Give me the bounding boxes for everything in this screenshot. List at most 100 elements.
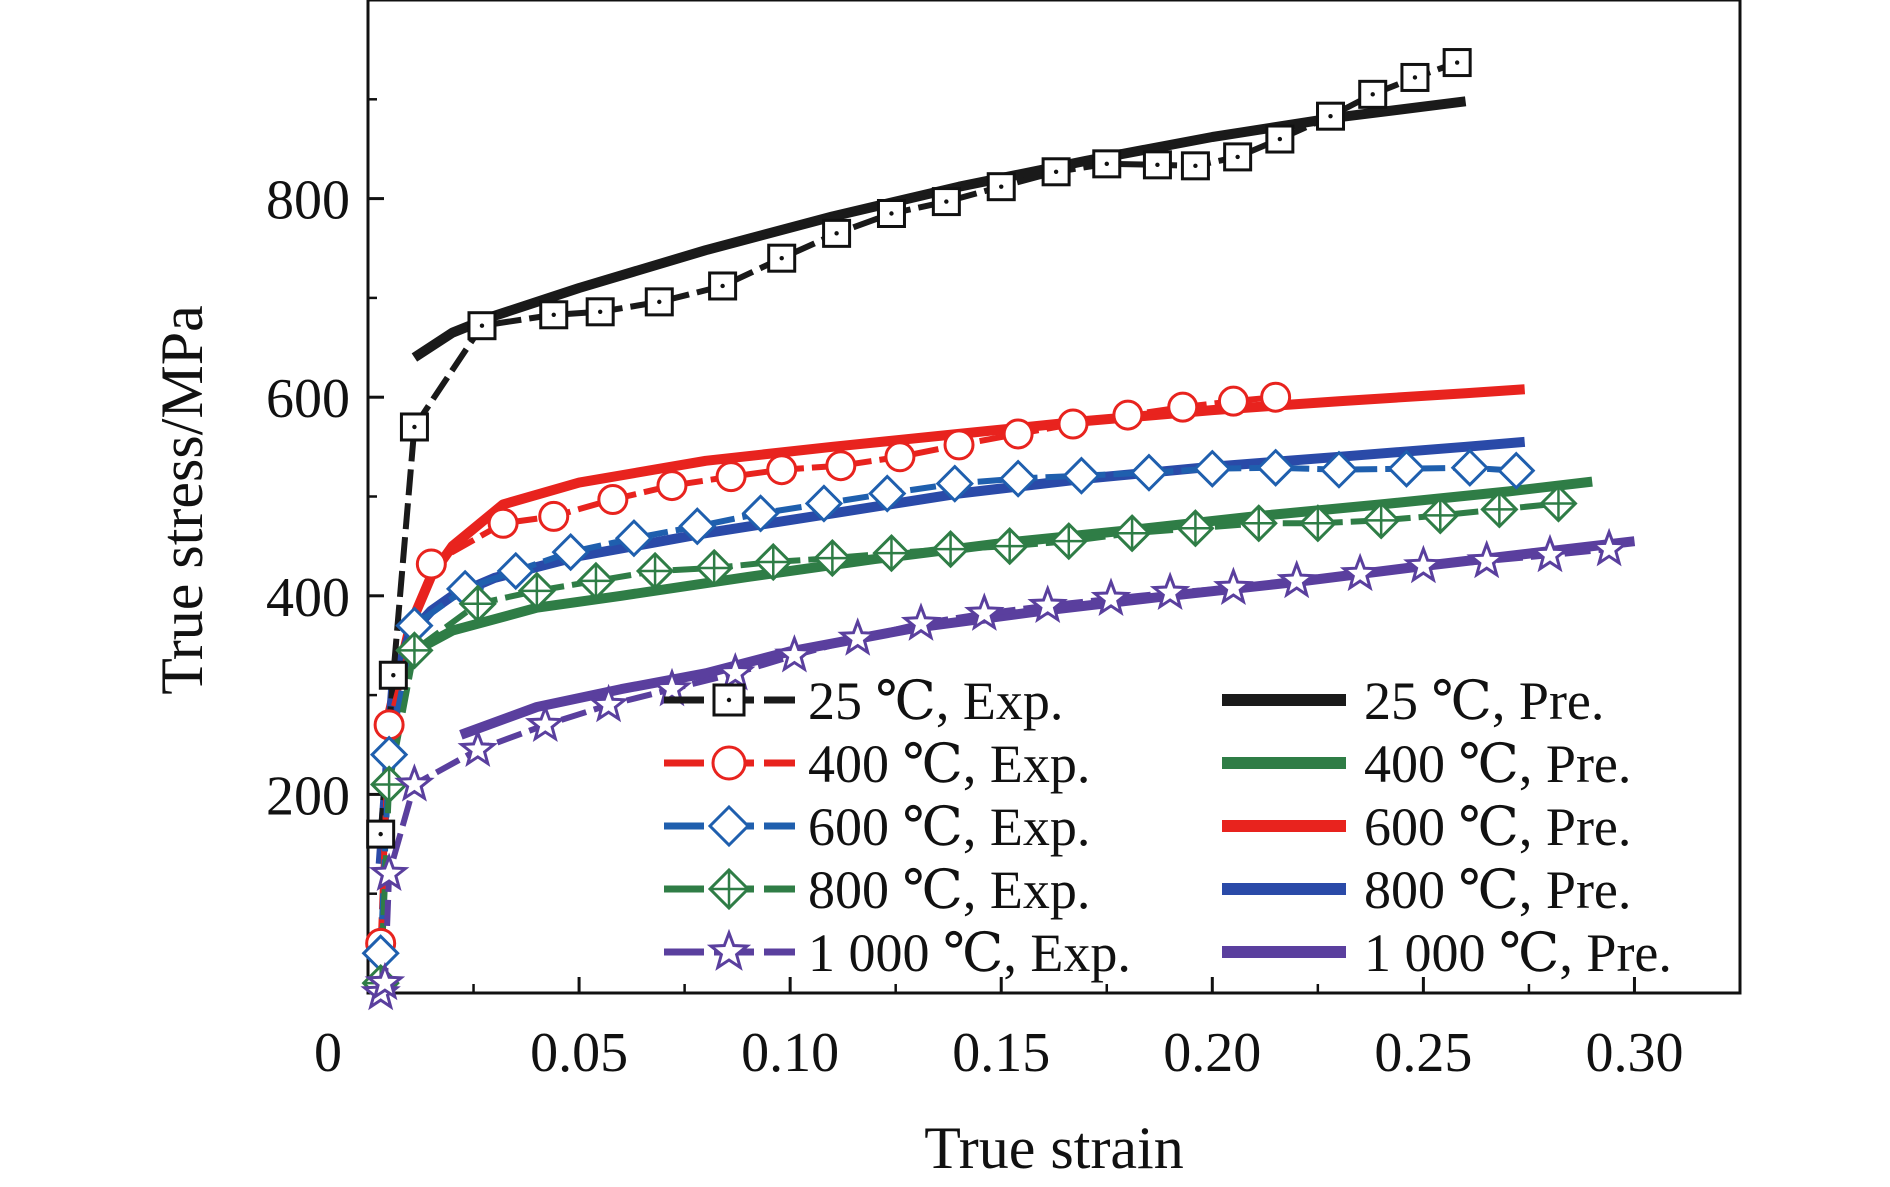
data-point <box>678 507 717 546</box>
data-point <box>1057 408 1089 440</box>
experimental-markers <box>360 48 1630 1011</box>
data-point <box>1362 501 1401 540</box>
legend-item: 1 000 ℃, Pre. <box>1222 923 1672 983</box>
data-point <box>711 745 747 781</box>
data-point <box>767 243 797 273</box>
data-point <box>399 412 429 442</box>
data-point <box>539 300 569 330</box>
data-point <box>457 728 498 767</box>
data-point <box>458 584 497 623</box>
data-point <box>1041 157 1071 187</box>
data-point <box>1403 544 1444 584</box>
data-point <box>1466 539 1507 579</box>
data-point <box>538 500 570 532</box>
x-tick-label: 0.05 <box>530 1022 628 1084</box>
data-point <box>1316 101 1346 131</box>
y-tick-label: 600 <box>266 368 350 430</box>
data-point <box>706 928 752 971</box>
data-point <box>804 484 844 523</box>
x-origin-label: 0 <box>314 1022 342 1084</box>
data-point <box>576 561 616 601</box>
legend-item: 25 ℃, Exp. <box>664 671 1063 731</box>
series-line-0 <box>377 59 1459 835</box>
data-point <box>585 297 615 327</box>
legend-item: 800 ℃, Pre. <box>1222 860 1631 920</box>
data-point <box>943 429 975 461</box>
data-point <box>990 527 1029 566</box>
data-point <box>1002 418 1034 450</box>
data-point <box>1588 527 1630 567</box>
data-point <box>825 450 857 482</box>
data-point <box>496 551 535 591</box>
data-point <box>1112 399 1144 431</box>
legend-item: 1 000 ℃, Exp. <box>664 923 1131 983</box>
data-point <box>741 494 780 533</box>
data-point <box>415 548 447 580</box>
data-point <box>635 551 675 591</box>
data-point <box>1539 484 1578 523</box>
data-point <box>366 819 396 849</box>
data-point <box>868 474 907 513</box>
data-point <box>707 867 751 911</box>
legend-item: 800 ℃, Exp. <box>664 860 1090 920</box>
data-point <box>395 631 434 670</box>
data-point <box>998 459 1038 498</box>
data-point <box>1239 504 1278 543</box>
data-point <box>525 703 566 743</box>
legend-label: 25 ℃, Exp. <box>808 671 1063 731</box>
data-point <box>1092 149 1122 179</box>
data-point <box>373 709 405 741</box>
data-point <box>1090 577 1132 616</box>
data-point <box>368 852 410 892</box>
data-point <box>774 634 815 673</box>
data-point <box>1193 449 1232 488</box>
data-point <box>1276 559 1317 599</box>
x-tick-label: 0.15 <box>952 1022 1050 1084</box>
data-point <box>614 519 654 558</box>
data-point <box>695 548 734 588</box>
y-tick-label: 800 <box>266 170 350 232</box>
data-point <box>1112 514 1152 553</box>
legend-label: 400 ℃, Pre. <box>1364 734 1631 794</box>
x-tick-label: 0.10 <box>741 1022 839 1084</box>
data-point <box>1167 391 1199 423</box>
data-point <box>1497 451 1536 490</box>
data-point <box>715 652 756 691</box>
data-point <box>1387 449 1426 488</box>
legend-item: 600 ℃, Exp. <box>664 797 1090 857</box>
data-point <box>1529 533 1571 573</box>
data-point <box>394 763 435 802</box>
series-line-6 <box>377 500 1559 984</box>
data-point <box>1062 456 1101 495</box>
data-point <box>1442 48 1472 78</box>
legend-label: 400 ℃, Exp. <box>808 734 1090 794</box>
x-tick-label: 0.20 <box>1163 1022 1261 1084</box>
data-point <box>1480 490 1519 529</box>
data-point <box>1129 453 1169 492</box>
data-point <box>708 271 738 301</box>
data-point <box>551 532 590 572</box>
data-point <box>715 461 747 493</box>
data-point <box>1450 448 1489 487</box>
legend-item: 400 ℃, Exp. <box>664 734 1090 794</box>
y-axis-title: True stress/MPa <box>149 305 215 695</box>
data-point <box>766 454 798 486</box>
data-point <box>1180 151 1210 181</box>
data-point <box>1260 381 1292 413</box>
data-point <box>754 542 793 582</box>
data-point <box>588 683 629 723</box>
data-point <box>1217 385 1249 417</box>
x-axis-title: True strain <box>924 1115 1183 1181</box>
data-point <box>986 172 1016 202</box>
legend-label: 600 ℃, Exp. <box>808 797 1090 857</box>
series-line-1 <box>411 96 1467 362</box>
legend-item: 25 ℃, Pre. <box>1222 671 1604 731</box>
data-point <box>1358 79 1388 109</box>
data-point <box>964 592 1005 631</box>
data-point <box>1027 584 1068 623</box>
data-point <box>1298 504 1337 543</box>
data-point <box>597 483 629 515</box>
data-point <box>1319 450 1359 489</box>
data-point <box>707 804 751 848</box>
x-tick-label: 0.30 <box>1585 1022 1683 1084</box>
